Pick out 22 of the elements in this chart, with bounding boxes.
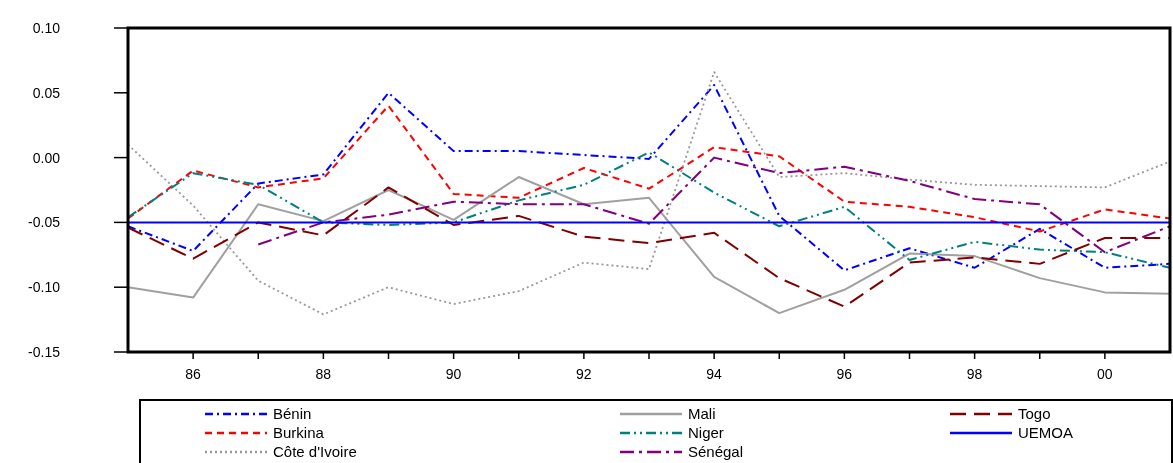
x-tick-label: 98 (966, 366, 983, 382)
legend-label: Burkina (273, 424, 325, 441)
y-tick-label: -0.15 (28, 344, 61, 360)
legend-label: Togo (1018, 405, 1051, 422)
legend-label: Mali (688, 405, 716, 422)
x-tick-label: 90 (445, 366, 462, 382)
legend-label: Niger (688, 424, 724, 441)
y-tick-label: 0.05 (32, 84, 61, 101)
legend-label: Bénin (273, 405, 312, 422)
x-tick-label: 92 (576, 366, 592, 382)
legend-label: Sénégal (688, 443, 744, 460)
x-tick-label: 86 (185, 366, 202, 382)
x-tick-label: 96 (836, 366, 853, 382)
y-tick-label: 0.00 (32, 149, 61, 166)
legend-label: Côte d'Ivoire (273, 443, 357, 460)
x-tick-label: 88 (315, 366, 332, 382)
x-tick-label: 00 (1097, 366, 1113, 382)
x-tick-label: 94 (706, 366, 723, 382)
y-tick-label: -0.05 (28, 214, 61, 231)
y-tick-label: 0.10 (32, 20, 61, 36)
y-tick-label: -0.10 (28, 279, 61, 296)
legend-label: UEMOA (1018, 424, 1074, 441)
